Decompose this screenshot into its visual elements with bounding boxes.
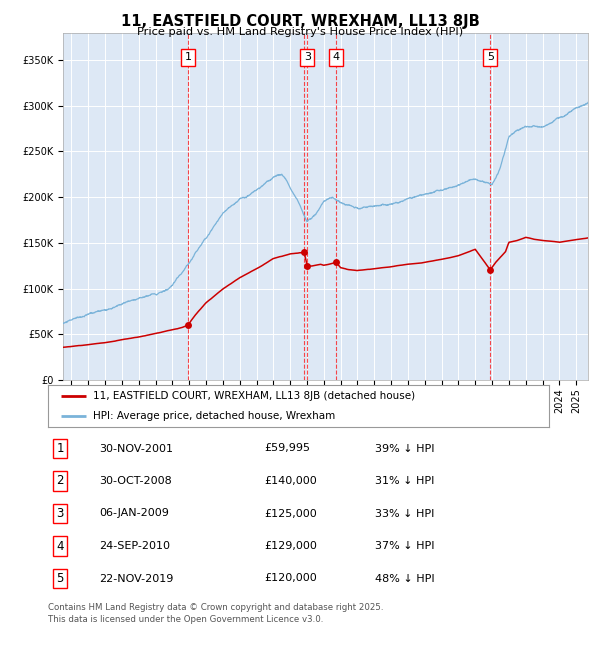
Text: 06-JAN-2009: 06-JAN-2009 [99, 508, 169, 519]
Text: 3: 3 [56, 507, 64, 520]
Text: 1: 1 [56, 442, 64, 455]
Text: 5: 5 [56, 572, 64, 585]
Text: 11, EASTFIELD COURT, WREXHAM, LL13 8JB (detached house): 11, EASTFIELD COURT, WREXHAM, LL13 8JB (… [93, 391, 415, 401]
Text: 5: 5 [487, 52, 494, 62]
Text: 33% ↓ HPI: 33% ↓ HPI [375, 508, 434, 519]
Text: £125,000: £125,000 [264, 508, 317, 519]
Text: 4: 4 [56, 540, 64, 552]
Text: 31% ↓ HPI: 31% ↓ HPI [375, 476, 434, 486]
Text: £59,995: £59,995 [264, 443, 310, 454]
Text: £140,000: £140,000 [264, 476, 317, 486]
Text: 11, EASTFIELD COURT, WREXHAM, LL13 8JB: 11, EASTFIELD COURT, WREXHAM, LL13 8JB [121, 14, 479, 29]
Text: 3: 3 [304, 52, 311, 62]
Text: 30-OCT-2008: 30-OCT-2008 [99, 476, 172, 486]
Text: Contains HM Land Registry data © Crown copyright and database right 2025.
This d: Contains HM Land Registry data © Crown c… [48, 603, 383, 624]
Text: £129,000: £129,000 [264, 541, 317, 551]
Text: Price paid vs. HM Land Registry's House Price Index (HPI): Price paid vs. HM Land Registry's House … [137, 27, 463, 37]
Text: £120,000: £120,000 [264, 573, 317, 584]
Text: 1: 1 [184, 52, 191, 62]
Text: HPI: Average price, detached house, Wrexham: HPI: Average price, detached house, Wrex… [93, 411, 335, 421]
Text: 39% ↓ HPI: 39% ↓ HPI [375, 443, 434, 454]
Text: 2: 2 [56, 474, 64, 488]
Text: 22-NOV-2019: 22-NOV-2019 [99, 573, 173, 584]
Text: 24-SEP-2010: 24-SEP-2010 [99, 541, 170, 551]
Text: 4: 4 [332, 52, 340, 62]
Text: 30-NOV-2001: 30-NOV-2001 [99, 443, 173, 454]
Text: 37% ↓ HPI: 37% ↓ HPI [375, 541, 434, 551]
Text: 48% ↓ HPI: 48% ↓ HPI [375, 573, 434, 584]
